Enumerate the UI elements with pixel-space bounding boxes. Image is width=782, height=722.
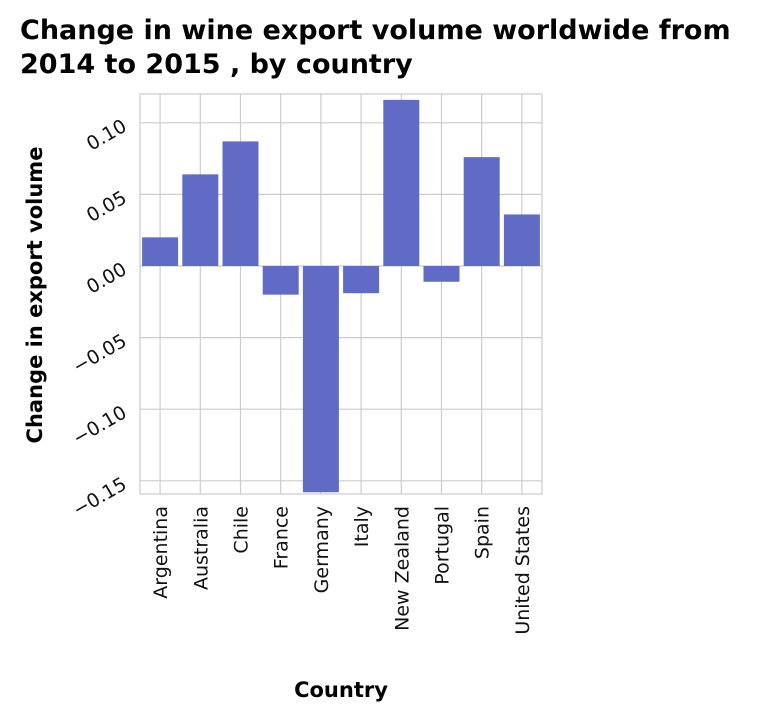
bar-united-states [503, 214, 540, 266]
bar-new-zealand [383, 99, 420, 266]
x-tick-label: France [271, 506, 293, 569]
y-axis-ticks: 0.10 0.05 0.00 −0.05 −0.10 −0.15 [69, 115, 130, 521]
grid [139, 93, 543, 495]
bars [142, 99, 540, 493]
x-tick-label: Germany [311, 506, 333, 593]
x-tick-label: Australia [190, 506, 212, 590]
bar-argentina [142, 237, 179, 266]
y-tick-label: 0.10 [83, 115, 131, 155]
bar-spain [463, 157, 500, 266]
x-tick-label: Portugal [432, 506, 454, 585]
y-tick-label: −0.10 [69, 401, 130, 449]
x-axis-label: Country [294, 678, 388, 702]
x-tick-label: New Zealand [391, 506, 413, 631]
chart-title-line-2: 2014 to 2015 , by country [20, 49, 413, 80]
chart-title-line-1: Change in wine export volume worldwide f… [20, 15, 731, 46]
x-tick-label: Spain [472, 506, 494, 559]
x-axis-ticks: Argentina Australia Chile France Germany Ital… [150, 506, 534, 635]
x-tick-label: Chile [231, 506, 253, 554]
y-tick-label: 0.05 [83, 187, 131, 227]
bar-australia [182, 174, 219, 266]
bar-chile [222, 141, 259, 266]
x-tick-label: United States [512, 506, 534, 635]
bar-germany [302, 266, 339, 493]
bar-italy [343, 266, 380, 294]
plot-frame [139, 93, 543, 495]
x-tick-label: Argentina [150, 506, 172, 599]
x-tick-label: Italy [351, 506, 373, 547]
y-tick-label: −0.15 [69, 473, 130, 521]
bar-france [262, 266, 299, 295]
y-tick-label: −0.05 [69, 330, 130, 378]
chart-title: Change in wine export volume worldwide f… [20, 14, 780, 82]
bar-portugal [423, 266, 460, 282]
y-axis-label: Change in export volume [23, 147, 47, 444]
y-tick-label: 0.00 [83, 258, 131, 298]
